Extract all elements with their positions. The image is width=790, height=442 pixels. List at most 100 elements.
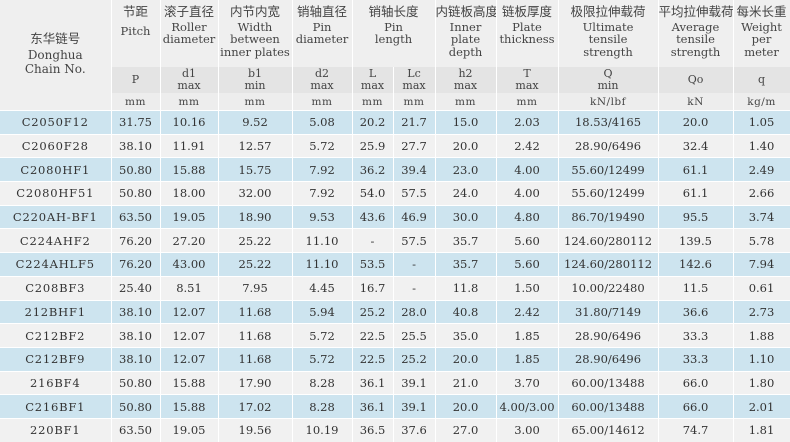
cell-ultimate-strength: 124.60/280112 xyxy=(558,228,659,253)
symbol-pin-diameter: d2 max xyxy=(292,67,353,93)
table-row: C2080HF51 50.80 18.00 32.00 7.92 54.0 57.5 24.0… xyxy=(0,181,790,206)
cell-inner-width: 9.52 xyxy=(218,110,293,135)
ultimate-en2: tensile xyxy=(588,32,628,46)
cell-plate-thickness: 3.00 xyxy=(496,417,559,442)
cell-chain-no: C2080HF1 xyxy=(0,157,112,182)
cell-average-strength: 32.4 xyxy=(658,133,734,158)
cell-weight: 2.73 xyxy=(733,299,790,324)
cell-pin-length-Lc: 57.5 xyxy=(393,228,436,253)
cell-ultimate-strength: 55.60/12499 xyxy=(558,157,659,182)
cell-inner-width: 17.02 xyxy=(218,394,293,419)
table-row: C212BF9 38.10 12.07 11.68 5.72 22.5 25.2 20.0 1.… xyxy=(0,346,790,372)
cell-pin-length-Lc: 39.1 xyxy=(393,370,436,395)
cell-pin-diameter: 11.10 xyxy=(292,252,353,277)
cell-weight: 1.10 xyxy=(733,346,790,372)
cell-ultimate-strength: 31.80/7149 xyxy=(558,299,659,324)
cell-plate-depth: 20.0 xyxy=(435,133,497,158)
unit-pin-diameter: mm xyxy=(292,93,353,111)
cell-pin-diameter: 7.92 xyxy=(292,181,353,206)
cell-pitch: 31.75 xyxy=(111,110,161,135)
unit-average: kN xyxy=(658,93,734,111)
table-row: C220AH-BF1 63.50 19.05 18.90 9.53 43.6 46.9 30.… xyxy=(0,204,790,229)
pin-length-en1: Pin xyxy=(384,19,403,34)
ultimate-en1: Ultimate xyxy=(582,19,634,34)
cell-pin-length-Lc: 28.0 xyxy=(393,299,436,324)
table-header: 东华链号 Donghua Chain No. 节距 Pitch 滚子直径 Rol… xyxy=(0,0,790,111)
symbol-pitch: P xyxy=(111,67,161,93)
pin-length-zh: 销轴长度 xyxy=(368,4,419,19)
symbol-text: b1 xyxy=(247,67,263,80)
cell-pin-length-Lc: - xyxy=(393,275,436,300)
cell-inner-width: 19.56 xyxy=(218,417,293,442)
cell-pin-length-L: 36.2 xyxy=(352,157,394,182)
cell-pin-length-L: 36.1 xyxy=(352,394,394,419)
roller-zh: 滚子直径 xyxy=(163,4,214,19)
table-row: C2050F12 31.75 10.16 9.52 5.08 20.2 21.7 15.0 2.… xyxy=(0,110,790,135)
symbol-text: d1 xyxy=(181,67,197,80)
ultimate-zh: 极限拉伸载荷 xyxy=(570,4,646,19)
average-en2: tensile xyxy=(676,32,715,46)
cell-roller-diameter: 15.88 xyxy=(160,394,219,419)
cell-inner-width: 18.90 xyxy=(218,204,293,229)
cell-inner-width: 25.22 xyxy=(218,228,293,253)
unit-pin-length-L: mm xyxy=(352,93,394,111)
cell-average-strength: 66.0 xyxy=(658,370,734,395)
cell-weight: 1.05 xyxy=(733,110,790,135)
cell-plate-thickness: 1.50 xyxy=(496,275,559,300)
unit-width: mm xyxy=(218,93,293,111)
table-row: C2060F28 38.10 11.91 12.57 5.72 25.9 27.7 20.0 2… xyxy=(0,133,790,158)
width-zh: 内节内宽 xyxy=(229,4,280,19)
cell-ultimate-strength: 28.90/6496 xyxy=(558,133,659,158)
cell-pin-diameter: 5.94 xyxy=(292,299,353,324)
cell-plate-thickness: 1.85 xyxy=(496,323,559,348)
cell-roller-diameter: 18.00 xyxy=(160,181,219,206)
header-weight: 每米长重 Weight per meter xyxy=(733,0,790,67)
cell-average-strength: 33.3 xyxy=(658,346,734,372)
roller-en2: diameter xyxy=(162,32,216,46)
cell-ultimate-strength: 10.00/22480 xyxy=(558,275,659,300)
cell-chain-no: C224AHLF5 xyxy=(0,252,112,277)
cell-chain-no: C208BF3 xyxy=(0,275,112,300)
cell-pitch: 38.10 xyxy=(111,346,161,372)
cell-ultimate-strength: 18.53/4165 xyxy=(558,110,659,135)
header-plate-thickness: 链板厚度 Plate thickness xyxy=(496,0,559,67)
cell-roller-diameter: 11.91 xyxy=(160,133,219,158)
cell-weight: 5.78 xyxy=(733,228,790,253)
cell-roller-diameter: 12.07 xyxy=(160,346,219,372)
cell-roller-diameter: 10.16 xyxy=(160,110,219,135)
cell-weight: 7.94 xyxy=(733,252,790,277)
cell-plate-thickness: 1.85 xyxy=(496,346,559,372)
table-row: C208BF3 25.40 8.51 7.95 4.45 16.7-11.8 1.50 10.… xyxy=(0,275,790,300)
header-chain-no: 东华链号 Donghua Chain No. xyxy=(0,0,112,93)
cell-ultimate-strength: 65.00/14612 xyxy=(558,417,659,442)
symbol-text: Q xyxy=(603,67,613,80)
cell-pin-length-L: 43.6 xyxy=(352,204,394,229)
average-en3: strength xyxy=(670,44,721,59)
chain-no-zh: 东华链号 xyxy=(30,30,81,46)
roller-en1: Roller xyxy=(171,19,207,34)
cell-ultimate-strength: 124.60/280112 xyxy=(558,252,659,277)
header-pitch: 节距 Pitch xyxy=(111,0,161,67)
pin-diam-en2: diameter xyxy=(295,32,349,46)
cell-weight: 3.74 xyxy=(733,204,790,229)
table-row: 216BF4 50.80 15.88 17.90 8.28 36.1 39.1 21.0 3.7… xyxy=(0,370,790,395)
cell-average-strength: 74.7 xyxy=(658,417,734,442)
weight-en3: meter xyxy=(744,44,779,59)
cell-inner-width: 12.57 xyxy=(218,133,293,158)
cell-inner-width: 11.68 xyxy=(218,299,293,324)
symbol-width: b1 min xyxy=(218,67,293,93)
cell-plate-depth: 20.0 xyxy=(435,394,497,419)
pin-length-en2: length xyxy=(374,32,413,46)
cell-pitch: 38.10 xyxy=(111,299,161,324)
cell-plate-thickness: 5.60 xyxy=(496,228,559,253)
cell-pin-length-Lc: 37.6 xyxy=(393,417,436,442)
cell-average-strength: 33.3 xyxy=(658,323,734,348)
header-average-strength: 平均拉伸载荷 Average tensile strength xyxy=(658,0,734,67)
cell-plate-depth: 35.0 xyxy=(435,323,497,348)
unit-pitch: mm xyxy=(111,93,161,111)
cell-pin-length-Lc: 25.5 xyxy=(393,323,436,348)
cell-plate-thickness: 5.60 xyxy=(496,252,559,277)
cell-pin-diameter: 8.28 xyxy=(292,394,353,419)
average-en1: Average xyxy=(671,19,720,34)
